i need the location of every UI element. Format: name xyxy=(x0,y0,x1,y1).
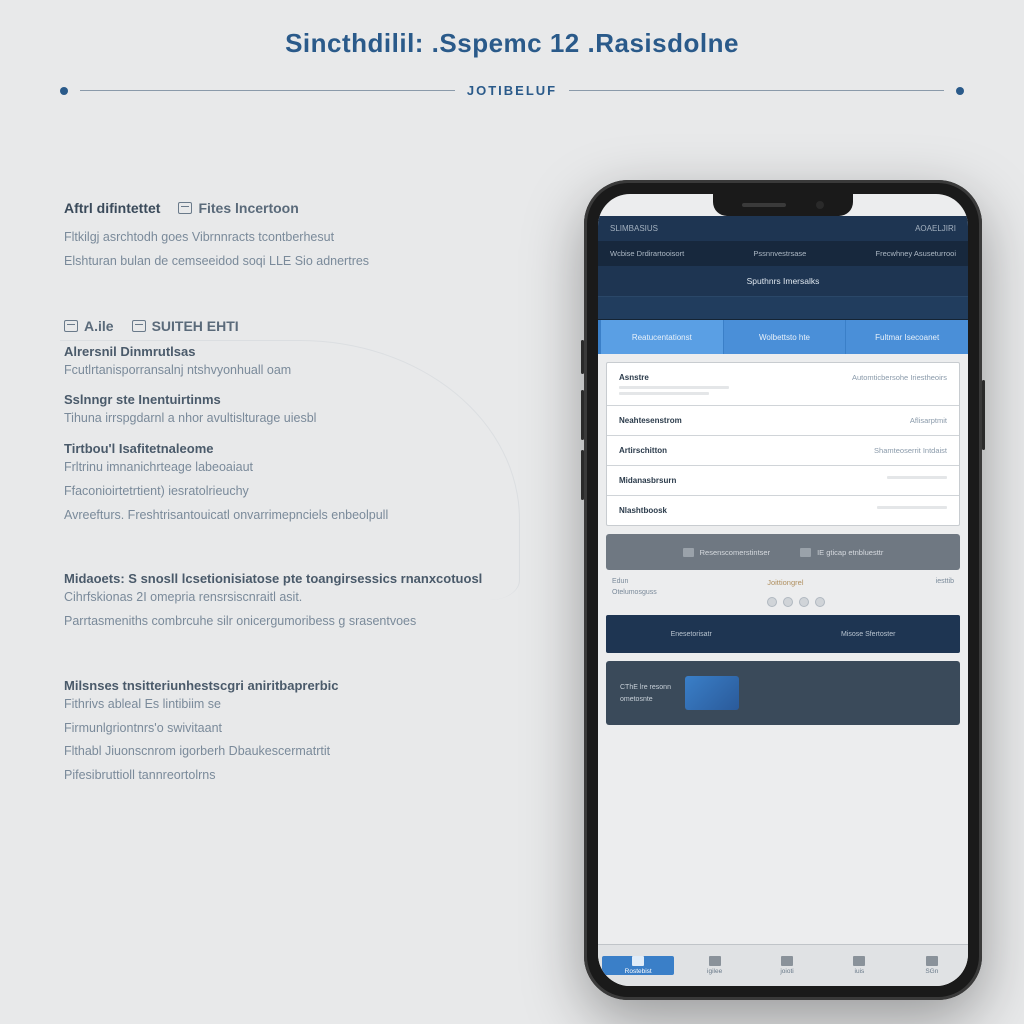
list-row[interactable]: Asnstre Automticbersohe Iriestheoirs xyxy=(607,363,959,406)
action-panel: Resenscomerstintser IE gticap etnbluestt… xyxy=(606,534,960,570)
meta-key: Edun xyxy=(612,578,657,585)
card-icon xyxy=(64,320,78,332)
action-icon xyxy=(683,548,694,557)
section-3: Midaoets: S snosll lcsetionisiatose pte … xyxy=(64,571,494,634)
body-line: Fltkilgj asrchtodh goes Vibrnnracts tcon… xyxy=(64,226,494,250)
section-1: Aftrl difintettet Fites lncertoon Fltkil… xyxy=(64,200,494,274)
list-row[interactable]: Neahtesenstrom Aflisarptmit xyxy=(607,406,959,436)
body-line: Fcutlrtanisporransalnj ntshvyonhuall oam xyxy=(64,359,494,383)
dot-icon xyxy=(783,597,793,607)
list-row[interactable]: Midanasbrsurn xyxy=(607,466,959,496)
header-title: Sputhnrs Imersalks xyxy=(610,266,956,296)
nav-item[interactable]: Wcbise Drdirartooisort xyxy=(610,249,684,258)
body-line: Tihuna irrspgdarnl a nhor avultislturage… xyxy=(64,407,494,431)
header-band xyxy=(598,296,968,320)
section-2: A.ile SUITEH EHTI Alrersnil Dinmrutlsas … xyxy=(64,318,494,528)
volume-down-button[interactable] xyxy=(581,450,584,500)
tab-icon xyxy=(926,956,938,966)
footer-nav: Rostebist igilee joioti iuis SGn xyxy=(598,944,968,986)
status-left: SLIMBASIUS xyxy=(610,224,658,233)
promo-title: CThE lre resonn xyxy=(620,684,671,691)
section-2-prefix: A.ile xyxy=(64,318,114,334)
meta-row: Edun Otelumosguss Joittiongrel iesttib xyxy=(612,578,954,607)
footer-tab-0[interactable]: Rostebist xyxy=(602,956,674,975)
action-a[interactable]: Resenscomerstintser xyxy=(683,548,770,557)
section-1-heading-a: Aftrl difintettet xyxy=(64,200,160,216)
body-line: Fithrivs ableal Es lintibiim se xyxy=(64,693,494,717)
document-icon xyxy=(178,202,192,214)
footer-tab-4[interactable]: SGn xyxy=(896,956,968,975)
status-right: AOAELJIRI xyxy=(915,224,956,233)
tab-icon xyxy=(709,956,721,966)
promo-card[interactable]: CThE lre resonn ometosnte xyxy=(606,661,960,725)
credit-card-icon xyxy=(685,676,739,710)
volume-up-button[interactable] xyxy=(581,390,584,440)
page-title: Sincthdilil: .Sspemc 12 .Rasisdolne xyxy=(0,0,1024,59)
section-3-heading: Midaoets: S snosll lcsetionisiatose pte … xyxy=(64,571,494,586)
list-row[interactable]: Nlashtboosk xyxy=(607,496,959,525)
dark-band: Enesetorisatr Misose Sfertoster xyxy=(606,615,960,653)
body-line: Flthabl Jiuonscnrom igorberh Dbaukescerm… xyxy=(64,740,494,764)
footer-tab-1[interactable]: igilee xyxy=(678,956,750,975)
app-header: SLIMBASIUS AOAELJIRI Wcbise Drdirartoois… xyxy=(598,216,968,320)
meta-value: Joittiongrel xyxy=(767,578,825,587)
dot-icon xyxy=(799,597,809,607)
phone-screen: SLIMBASIUS AOAELJIRI Wcbise Drdirartoois… xyxy=(598,194,968,986)
body-line: Elshturan bulan de cemseeidod soqi LLE S… xyxy=(64,250,494,274)
list-card: Asnstre Automticbersohe Iriestheoirs Nea… xyxy=(606,362,960,526)
band-item[interactable]: Enesetorisatr xyxy=(671,631,712,638)
body-line: Parrtasmeniths combrcuhe silr onicergumo… xyxy=(64,610,494,634)
footer-tab-3[interactable]: iuis xyxy=(823,956,895,975)
mute-switch[interactable] xyxy=(581,340,584,374)
promo-sub: ometosnte xyxy=(620,696,671,703)
tab-c[interactable]: Fultmar Isecoanet xyxy=(845,320,968,354)
action-icon xyxy=(800,548,811,557)
meta-key: Otelumosguss xyxy=(612,589,657,596)
notch xyxy=(713,194,853,216)
body-line: Frltrinu imnanichrteage labeoaiaut xyxy=(64,456,494,480)
indicator-dots xyxy=(767,597,825,607)
subheading: Alrersnil Dinmrutlsas xyxy=(64,344,494,359)
body-line: Ffaconioirtetrtient) iesratolrieuchy xyxy=(64,480,494,504)
body-line: Avreefturs. Freshtrisantouicatl onvarrim… xyxy=(64,504,494,528)
power-button[interactable] xyxy=(982,380,985,450)
body-line: Firmunlgriontnrs'o swivitaant xyxy=(64,717,494,741)
body-line: Pifesibruttioll tannreortolrns xyxy=(64,764,494,788)
meta-right: iesttib xyxy=(936,578,954,585)
nav-item[interactable]: Frecwhney Asuseturrooi xyxy=(876,249,956,258)
section-4: Milsnses tnsitteriunhestscgri aniritbapr… xyxy=(64,678,494,788)
subheading: Sslnngr ste Inentuirtinms xyxy=(64,392,494,407)
action-b[interactable]: IE gticap etnbluesttr xyxy=(800,548,883,557)
tab-bar: Reatucentationst Wolbettsto hte Fultmar … xyxy=(598,320,968,354)
section-divider: JOTIBELUF xyxy=(60,83,964,98)
feature-column: Aftrl difintettet Fites lncertoon Fltkil… xyxy=(64,200,494,832)
tab-b[interactable]: Wolbettsto hte xyxy=(723,320,846,354)
section-1-heading-b: Fites lncertoon xyxy=(178,200,298,216)
nav-item[interactable]: Pssnnvestrsase xyxy=(753,249,806,258)
list-row[interactable]: Artirschitton Shamteoserrit Intdaist xyxy=(607,436,959,466)
body-line: Cihrfskionas 2I omepria rensrsiscnraitl … xyxy=(64,586,494,610)
tab-icon xyxy=(781,956,793,966)
dot-icon xyxy=(815,597,825,607)
dot-icon xyxy=(767,597,777,607)
phone-frame: SLIMBASIUS AOAELJIRI Wcbise Drdirartoois… xyxy=(584,180,982,1000)
header-nav: Wcbise Drdirartooisort Pssnnvestrsase Fr… xyxy=(598,241,968,266)
band-item[interactable]: Misose Sfertoster xyxy=(841,631,895,638)
panel-icon xyxy=(132,320,146,332)
footer-tab-2[interactable]: joioti xyxy=(751,956,823,975)
divider-label: JOTIBELUF xyxy=(467,83,557,98)
tab-a[interactable]: Reatucentationst xyxy=(598,320,723,354)
tab-icon xyxy=(632,956,644,966)
tab-icon xyxy=(853,956,865,966)
section-2-heading: SUITEH EHTI xyxy=(132,318,239,334)
section-4-heading: Milsnses tnsitteriunhestscgri aniritbapr… xyxy=(64,678,494,693)
subheading: Tirtbou'l Isafitetnaleome xyxy=(64,441,494,456)
